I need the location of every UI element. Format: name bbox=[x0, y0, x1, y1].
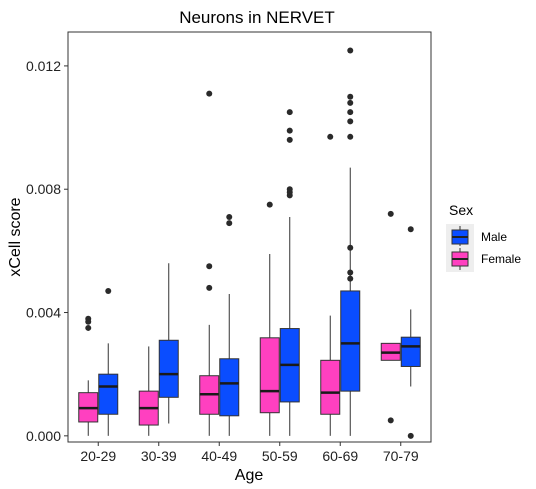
y-tick-label: 0.000 bbox=[26, 428, 61, 444]
legend-label-male: Male bbox=[481, 230, 507, 244]
outlier-point bbox=[105, 287, 112, 294]
legend-entry-female: Female bbox=[446, 246, 521, 272]
outlier-point bbox=[347, 47, 354, 54]
box-body bbox=[158, 339, 179, 398]
outlier-point bbox=[347, 118, 354, 125]
box-body bbox=[259, 337, 280, 414]
chart-title: Neurons in NERVET bbox=[179, 8, 335, 27]
outlier-point bbox=[407, 226, 414, 233]
box-male-50-59 bbox=[279, 109, 300, 436]
x-tick-label: 60-69 bbox=[322, 448, 358, 464]
box-female-40-49 bbox=[199, 90, 220, 436]
box-female-50-59 bbox=[259, 201, 280, 436]
outlier-point bbox=[347, 99, 354, 106]
legend-entry-male: Male bbox=[446, 224, 507, 250]
x-tick-label: 30-39 bbox=[141, 448, 177, 464]
box-male-60-69 bbox=[340, 47, 361, 436]
outlier-point bbox=[286, 127, 293, 134]
box-female-70-79 bbox=[380, 210, 401, 424]
outlier-point bbox=[226, 213, 233, 220]
legend-title: Sex bbox=[449, 202, 473, 218]
outlier-point bbox=[206, 263, 213, 270]
y-tick-label: 0.012 bbox=[26, 58, 61, 74]
x-tick-label: 40-49 bbox=[201, 448, 237, 464]
outlier-point bbox=[387, 417, 394, 424]
outlier-point bbox=[347, 244, 354, 251]
outlier-point bbox=[226, 220, 233, 227]
plot-panel bbox=[67, 31, 432, 443]
outlier-point bbox=[387, 210, 394, 217]
legend-label-female: Female bbox=[481, 252, 521, 266]
y-axis: 0.000 0.004 0.008 0.012 bbox=[26, 58, 68, 444]
outlier-point bbox=[266, 201, 273, 208]
boxplot-marks bbox=[78, 47, 421, 439]
outlier-point bbox=[347, 269, 354, 276]
box-female-20-29 bbox=[78, 315, 99, 436]
outlier-point bbox=[85, 315, 92, 322]
outlier-point bbox=[206, 284, 213, 291]
box-body bbox=[320, 359, 341, 415]
box-male-20-29 bbox=[98, 287, 119, 436]
outlier-point bbox=[347, 109, 354, 116]
box-body bbox=[340, 290, 361, 392]
outlier-point bbox=[206, 90, 213, 97]
x-axis: 20-29 30-39 40-49 50-59 60-69 70-79 bbox=[80, 442, 419, 464]
y-tick-label: 0.004 bbox=[26, 305, 61, 321]
outlier-point bbox=[347, 133, 354, 140]
x-axis-title: Age bbox=[235, 467, 264, 484]
outlier-point bbox=[286, 186, 293, 193]
box-female-30-39 bbox=[138, 346, 159, 436]
legend: Sex Male Female bbox=[446, 202, 521, 272]
x-tick-label: 50-59 bbox=[262, 448, 298, 464]
box-body bbox=[98, 373, 119, 415]
box-body bbox=[219, 358, 240, 417]
box-male-70-79 bbox=[400, 226, 421, 439]
y-tick-label: 0.008 bbox=[26, 181, 61, 197]
y-axis-title: xCell score bbox=[7, 197, 24, 276]
x-tick-label: 20-29 bbox=[80, 448, 116, 464]
outlier-point bbox=[407, 432, 414, 439]
outlier-point bbox=[286, 136, 293, 143]
outlier-point bbox=[327, 133, 334, 140]
outlier-point bbox=[347, 275, 354, 282]
outlier-point bbox=[286, 109, 293, 116]
box-female-60-69 bbox=[320, 133, 341, 436]
x-tick-label: 70-79 bbox=[383, 448, 419, 464]
box-body bbox=[400, 336, 421, 367]
outlier-point bbox=[85, 324, 92, 331]
outlier-point bbox=[347, 93, 354, 100]
box-male-40-49 bbox=[219, 213, 240, 436]
box-male-30-39 bbox=[158, 263, 179, 424]
